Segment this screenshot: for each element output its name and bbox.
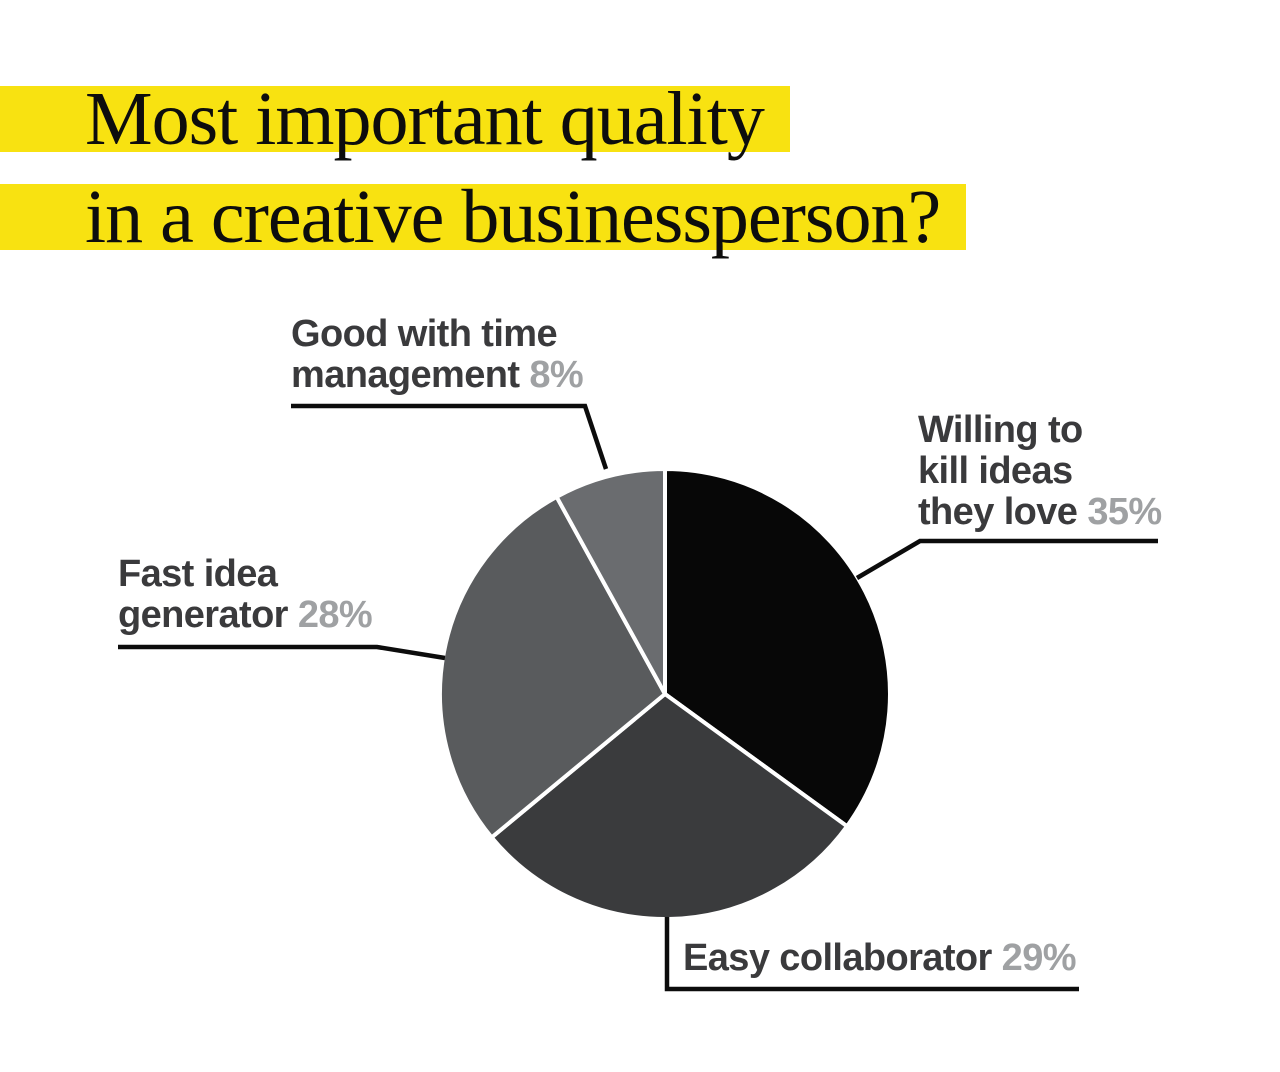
- callout-pct: 35%: [1087, 491, 1162, 533]
- callout-kill-ideas: Willing to kill ideas they love 35%: [918, 410, 1162, 533]
- callout-line: they love 35%: [918, 492, 1162, 533]
- title-text-2: in a creative businessperson?: [85, 175, 941, 259]
- title-line-2: in a creative businessperson?: [0, 179, 967, 255]
- callout-line: management 8%: [291, 354, 584, 396]
- callout-fast-idea: Fast idea generator 28%: [118, 554, 373, 636]
- pie-slice-good-with-time-management: [554, 467, 667, 696]
- title-block: Most important quality in a creative bus…: [0, 81, 967, 282]
- title-text-1: Most important quality: [85, 77, 765, 161]
- leader-line-easy-collaborator: [664, 917, 1079, 992]
- leader-line-kill-ideas: [855, 538, 1158, 580]
- callout-text: Fast idea: [118, 553, 278, 595]
- callout-text: generator: [118, 594, 288, 636]
- callout-text: they love: [918, 491, 1078, 533]
- callout-pct: 8%: [529, 354, 584, 396]
- callout-text: Willing to: [918, 409, 1083, 451]
- callout-pct: 29%: [1001, 937, 1077, 979]
- pie-slice-willing-to-kill-ideas-they-love: [663, 467, 892, 829]
- pie-slices: [438, 467, 892, 922]
- callout-text: management: [291, 354, 520, 396]
- callout-text: Good with time: [291, 313, 558, 355]
- callout-line: Easy collaborator 29%: [683, 937, 1077, 979]
- callout-line: Good with time: [291, 314, 583, 355]
- callout-time-management: Good with time management 8%: [291, 314, 584, 396]
- callout-line: generator 28%: [118, 594, 373, 636]
- leader-line-fast-idea: [118, 644, 446, 661]
- callout-text: kill ideas: [918, 450, 1073, 492]
- callout-line: Willing to: [918, 410, 1162, 451]
- callout-easy-collaborator: Easy collaborator 29%: [683, 937, 1077, 979]
- title-line-1: Most important quality: [0, 81, 790, 157]
- callout-line: kill ideas: [918, 451, 1162, 492]
- callout-pct: 28%: [297, 594, 373, 636]
- pie-slice-easy-collaborator: [489, 692, 850, 922]
- leader-line-time-management: [291, 403, 609, 470]
- callout-line: Fast idea: [118, 554, 372, 595]
- pie-slice-fast-idea-generator: [438, 494, 667, 840]
- callout-text: Easy collaborator: [683, 937, 992, 979]
